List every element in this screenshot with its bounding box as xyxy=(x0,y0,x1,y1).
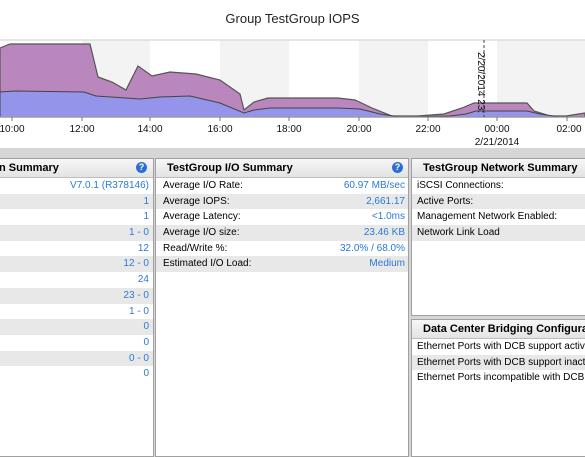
summary-value: 23 - 0 xyxy=(123,289,149,301)
io-value: 60.97 MB/sec xyxy=(343,180,405,191)
iops-chart: 2/20/2014 23: 10:00 12:00 14:00 16:00 18… xyxy=(0,39,585,148)
panel-header: Data Center Bridging Configurat xyxy=(412,320,585,339)
summary-value: 0 xyxy=(143,368,149,380)
io-value: <1.0ms xyxy=(371,211,405,223)
chart-title: Group TestGroup IOPS xyxy=(225,11,360,26)
io-value: 32.0% / 68.0% xyxy=(339,242,405,254)
summary-value: 0 - 0 xyxy=(128,352,149,364)
panel-title: TestGroup Network Summary xyxy=(423,162,578,174)
panel-title: n Summary xyxy=(0,162,59,174)
summary-row: 12 xyxy=(0,241,153,257)
summary-value: 1 - 0 xyxy=(128,305,149,317)
marker-label: 2/20/2014 23: xyxy=(475,52,486,113)
panel-header: TestGroup I/O Summary ? xyxy=(156,159,408,178)
panel-header: n Summary ? xyxy=(0,159,153,178)
io-value: Medium xyxy=(369,258,405,270)
summary-row: 0 xyxy=(0,335,153,351)
date-label: 2/21/2014 xyxy=(475,137,520,148)
plot-band xyxy=(359,40,428,117)
x-tick-label: 02:00 xyxy=(556,124,581,135)
io-row: Average IOPS: 2,661.17 xyxy=(156,193,408,210)
iops-area-bottom xyxy=(0,90,585,118)
summary-value: 0 xyxy=(143,321,149,333)
io-label: Average I/O size: xyxy=(163,227,240,239)
summary-row: 0 xyxy=(0,319,153,335)
summary-value: 12 xyxy=(137,242,149,254)
dcb-label: Ethernet Ports incompatible with DCB: xyxy=(417,372,585,384)
summary-row: 1 - 0 xyxy=(0,304,153,320)
network-label: Management Network Enabled: xyxy=(417,211,558,223)
summary-value: 1 xyxy=(143,211,149,223)
summary-row: V7.0.1 (R378146) xyxy=(0,178,153,194)
dcb-row: Ethernet Ports with DCB support activ xyxy=(412,339,585,355)
io-label: Estimated I/O Load: xyxy=(163,258,252,270)
io-summary-panel: TestGroup I/O Summary ? Average I/O Rate… xyxy=(155,158,409,457)
summary-value: 1 xyxy=(143,195,149,207)
summary-row: 23 - 0 xyxy=(0,287,153,304)
iops-chart-panel: 2/20/2014 23: 10:00 12:00 14:00 16:00 18… xyxy=(0,0,585,148)
io-row: Estimated I/O Load: Medium xyxy=(156,256,408,273)
summary-row: 0 - 0 xyxy=(0,350,153,367)
network-label: iSCSI Connections: xyxy=(417,180,504,191)
io-label: Read/Write %: xyxy=(163,242,228,254)
network-label: Active Ports: xyxy=(417,195,474,207)
io-label: Average IOPS: xyxy=(163,195,230,207)
summary-row: 1 xyxy=(0,193,153,210)
io-value: 23.46 KB xyxy=(363,227,405,239)
help-icon[interactable]: ? xyxy=(392,162,403,173)
network-row: Active Ports: xyxy=(412,193,585,210)
x-tick-label: 20:00 xyxy=(346,124,371,135)
panel-title: Data Center Bridging Configurat xyxy=(423,323,585,335)
dcb-row: Ethernet Ports incompatible with DCB: xyxy=(412,370,585,386)
help-icon[interactable]: ? xyxy=(136,162,147,173)
io-row: Average Latency: <1.0ms xyxy=(156,209,408,225)
group-summary-panel: n Summary ? V7.0.1 (R378146) 1 1 1 - 0 1… xyxy=(0,158,154,457)
io-label: Average I/O Rate: xyxy=(163,180,243,191)
x-tick-label: 14:00 xyxy=(137,124,162,135)
io-row: Read/Write %: 32.0% / 68.0% xyxy=(156,241,408,257)
summary-value: 12 - 0 xyxy=(123,258,149,270)
network-row: Network Link Load xyxy=(412,225,585,241)
network-label: Network Link Load xyxy=(417,227,500,239)
x-tick-label: 00:00 xyxy=(484,124,509,135)
panel-title: TestGroup I/O Summary xyxy=(167,162,293,174)
x-ticks xyxy=(11,117,568,121)
summary-row: 0 xyxy=(0,366,153,382)
io-row: Average I/O size: 23.46 KB xyxy=(156,225,408,241)
x-tick-label: 12:00 xyxy=(69,124,94,135)
dcb-label: Ethernet Ports with DCB support inact xyxy=(417,356,585,368)
summary-row: 24 xyxy=(0,272,153,288)
io-value: 2,661.17 xyxy=(366,195,405,207)
summary-row: 1 xyxy=(0,209,153,225)
summary-row: 1 - 0 xyxy=(0,225,153,241)
network-row: iSCSI Connections: xyxy=(412,178,585,194)
summary-row: 12 - 0 xyxy=(0,256,153,273)
summary-value: 1 - 0 xyxy=(128,227,149,239)
summary-value: V7.0.1 (R378146) xyxy=(70,180,149,191)
x-tick-label: 22:00 xyxy=(415,124,440,135)
dcb-panel: Data Center Bridging Configurat Ethernet… xyxy=(411,319,585,457)
x-tick-label: 10:00 xyxy=(0,124,25,135)
io-row: Average I/O Rate: 60.97 MB/sec xyxy=(156,178,408,194)
x-tick-label: 16:00 xyxy=(207,124,232,135)
dcb-row: Ethernet Ports with DCB support inact xyxy=(412,354,585,371)
summary-value: 24 xyxy=(137,274,149,286)
network-row: Management Network Enabled: xyxy=(412,209,585,225)
network-summary-panel: TestGroup Network Summary iSCSI Connecti… xyxy=(411,158,585,316)
x-tick-label: 18:00 xyxy=(276,124,301,135)
summary-value: 0 xyxy=(143,336,149,348)
dcb-label: Ethernet Ports with DCB support activ xyxy=(417,341,585,352)
panel-header: TestGroup Network Summary xyxy=(412,159,585,178)
io-label: Average Latency: xyxy=(163,211,241,223)
